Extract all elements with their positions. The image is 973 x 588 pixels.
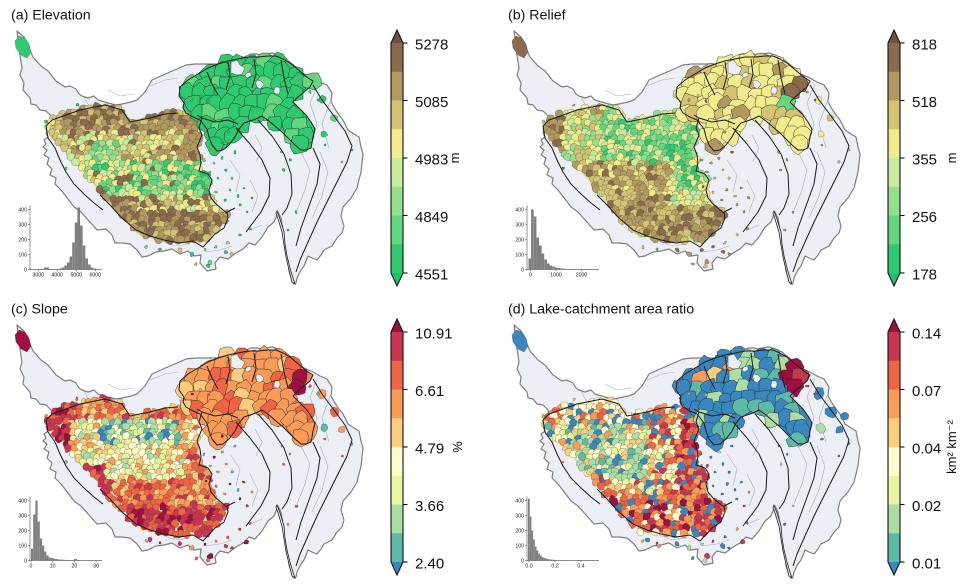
svg-text:4000: 4000: [52, 273, 64, 279]
svg-text:200: 200: [18, 528, 27, 534]
svg-text:0.2: 0.2: [551, 564, 558, 570]
svg-text:30: 30: [93, 564, 99, 570]
svg-text:818: 818: [912, 36, 937, 53]
svg-text:3000: 3000: [33, 273, 45, 279]
svg-text:(d) Lake-catchment area ratio: (d) Lake-catchment area ratio: [508, 302, 694, 318]
svg-text:0: 0: [521, 267, 524, 273]
svg-text:4.79: 4.79: [415, 440, 444, 457]
svg-text:4551: 4551: [415, 266, 448, 283]
svg-text:5000: 5000: [71, 273, 83, 279]
svg-text:4849: 4849: [415, 209, 448, 226]
svg-text:0.02: 0.02: [912, 498, 941, 515]
svg-text:100: 100: [18, 252, 27, 258]
svg-text:178: 178: [912, 266, 937, 283]
svg-text:400: 400: [18, 207, 27, 213]
svg-text:20: 20: [72, 564, 78, 570]
svg-text:0.04: 0.04: [912, 440, 941, 457]
svg-text:0.01: 0.01: [912, 555, 941, 572]
svg-text:m: m: [944, 153, 959, 164]
svg-text:300: 300: [18, 513, 27, 519]
svg-text:300: 300: [515, 222, 524, 228]
svg-text:4983: 4983: [415, 151, 448, 168]
svg-text:10.91: 10.91: [415, 325, 453, 342]
svg-text:0: 0: [24, 558, 27, 564]
svg-text:10: 10: [50, 564, 56, 570]
svg-text:300: 300: [515, 513, 524, 519]
svg-text:518: 518: [912, 94, 937, 111]
svg-text:100: 100: [515, 252, 524, 258]
svg-text:0: 0: [24, 267, 27, 273]
svg-text:300: 300: [18, 222, 27, 228]
svg-text:100: 100: [515, 543, 524, 549]
svg-text:(c) Slope: (c) Slope: [11, 302, 68, 318]
svg-text:400: 400: [515, 498, 524, 504]
svg-text:(a) Elevation: (a) Elevation: [11, 8, 91, 24]
svg-text:2.40: 2.40: [415, 555, 444, 572]
svg-text:6.61: 6.61: [415, 383, 444, 400]
svg-text:0: 0: [529, 273, 532, 279]
svg-text:0.14: 0.14: [912, 325, 941, 342]
svg-text:5085: 5085: [415, 94, 448, 111]
svg-text:6000: 6000: [90, 273, 102, 279]
svg-text:200: 200: [18, 237, 27, 243]
svg-text:0: 0: [30, 564, 33, 570]
svg-text:256: 256: [912, 209, 937, 226]
svg-text:200: 200: [515, 237, 524, 243]
svg-text:355: 355: [912, 151, 937, 168]
svg-text:(b) Relief: (b) Relief: [508, 8, 566, 24]
svg-text:200: 200: [515, 528, 524, 534]
svg-text:3.66: 3.66: [415, 498, 444, 515]
svg-text:km² km⁻²: km² km⁻²: [944, 419, 959, 473]
svg-text:0.07: 0.07: [912, 383, 941, 400]
svg-text:2000: 2000: [576, 273, 588, 279]
svg-text:0.0: 0.0: [525, 564, 532, 570]
svg-text:100: 100: [18, 543, 27, 549]
svg-text:400: 400: [515, 207, 524, 213]
svg-text:0.4: 0.4: [577, 564, 584, 570]
svg-text:%: %: [450, 441, 465, 453]
svg-text:1000: 1000: [550, 273, 562, 279]
svg-text:5278: 5278: [415, 36, 448, 53]
svg-text:m: m: [447, 153, 462, 164]
svg-text:0: 0: [521, 558, 524, 564]
svg-text:400: 400: [18, 498, 27, 504]
